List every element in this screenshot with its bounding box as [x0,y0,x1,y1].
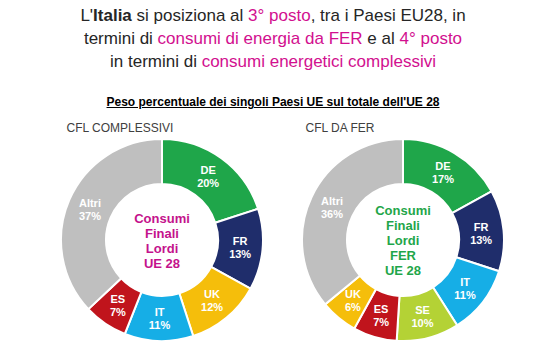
chart-title: CFL DA FER [306,121,375,135]
category-label: FR [233,235,248,247]
data-label: 13% [470,234,492,246]
title-segment: in termini di [110,52,202,71]
data-label: 7% [373,316,389,328]
category-label: DE [435,160,450,172]
center-label: Lordi [146,241,179,256]
title-segment: si posiziona al [132,6,248,25]
center-label: Finali [145,226,179,241]
title-line: L'Italia si posiziona al 3° posto, tra i… [0,4,546,27]
data-label: 6% [345,301,361,313]
data-label: 12% [201,301,223,313]
data-label: 7% [110,306,126,318]
title-segment: , tra i Paesi EU28, in [311,6,466,25]
data-label: 13% [229,248,251,260]
title-segment: 4° posto [400,29,463,48]
title-line: termini di consumi di energia da FER e a… [0,27,546,50]
category-label: Altri [79,197,101,209]
category-label: IT [155,306,165,318]
slice [397,287,457,341]
category-label: DE [201,164,216,176]
center-label: Finali [386,218,420,233]
title-line: in termini di consumi energetici comples… [0,50,546,73]
title-segment: termini di [84,29,158,48]
data-label: 10% [412,317,434,329]
category-label: FR [474,221,489,233]
center-label: UE 28 [144,256,180,271]
pie-chart: CFL COMPLESSIVI DE20% FR13% UK12% IT11% ES7% A… [61,121,263,341]
title-segment: consumi energetici complessivi [202,52,436,71]
data-label: 37% [79,210,101,222]
category-label: IT [460,276,470,288]
title-segment: Italia [93,6,132,25]
data-label: 17% [432,173,454,185]
center-label: Consumi [134,211,190,226]
data-label: 36% [321,208,343,220]
center-label: FER [390,248,417,263]
category-label: UK [345,288,361,300]
data-label: 11% [454,289,476,301]
subtitle: Peso percentuale dei singoli Paesi UE su… [0,95,546,109]
category-label: ES [111,293,126,305]
pie-chart: CFL DA FER DE17% FR13% IT11% SE10% ES7% UK6% Al… [302,121,504,341]
center-label: UE 28 [385,263,421,278]
title-segment: e al [363,29,400,48]
title-segment: consumi di energia da FER [158,29,363,48]
category-label: UK [204,288,220,300]
charts: CFL COMPLESSIVIDE20%FR13%UK12%IT11%ES7%A… [0,0,546,353]
title: L'Italia si posiziona al 3° posto, tra i… [0,4,546,73]
center-label: Lordi [387,233,420,248]
category-label: Altri [321,195,343,207]
title-segment: 3° posto [248,6,311,25]
category-label: ES [374,303,389,315]
data-label: 20% [197,177,219,189]
chart-title: CFL COMPLESSIVI [67,121,174,135]
title-segment: L' [80,6,93,25]
center-label: Consumi [375,203,431,218]
data-label: 11% [149,319,171,331]
category-label: SE [415,304,430,316]
